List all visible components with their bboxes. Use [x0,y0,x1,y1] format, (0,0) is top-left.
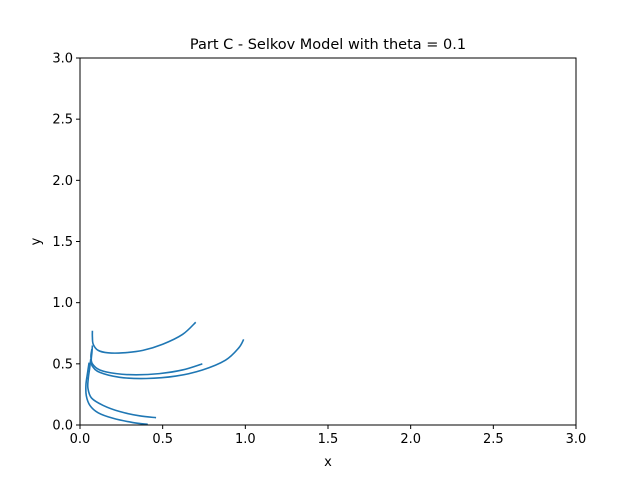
x-tick-label: 2.5 [483,432,504,447]
x-tick-label: 0.0 [70,432,91,447]
trajectory-line-5 [84,362,148,426]
y-axis-ticks: 0.0 0.5 1.0 1.5 2.0 2.5 3.0 [52,52,80,434]
y-tick-label: 0.0 [52,419,73,434]
y-tick-label: 2.0 [52,174,73,189]
x-tick-label: 3.0 [566,432,587,447]
x-tick-label: 1.0 [235,432,256,447]
y-tick-label: 3.0 [52,52,73,67]
y-tick-label: 1.0 [52,296,73,311]
x-tick-label: 1.5 [318,432,339,447]
y-tick-label: 0.5 [52,357,73,372]
trajectory-line-3 [90,349,203,376]
series-lines [84,321,245,426]
x-tick-label: 0.5 [152,432,173,447]
x-tick-label: 2.0 [400,432,421,447]
y-axis-label: y [29,237,44,245]
trajectory-line-4 [86,358,157,419]
chart-title: Part C - Selkov Model with theta = 0.1 [190,37,466,53]
x-axis-label: x [324,455,332,470]
y-tick-label: 1.5 [52,235,73,250]
trajectory-line-1 [91,321,197,354]
plot-frame [79,57,577,426]
y-tick-label: 2.5 [52,113,73,128]
x-axis-ticks: 0.0 0.5 1.0 1.5 2.0 2.5 3.0 [70,425,587,447]
